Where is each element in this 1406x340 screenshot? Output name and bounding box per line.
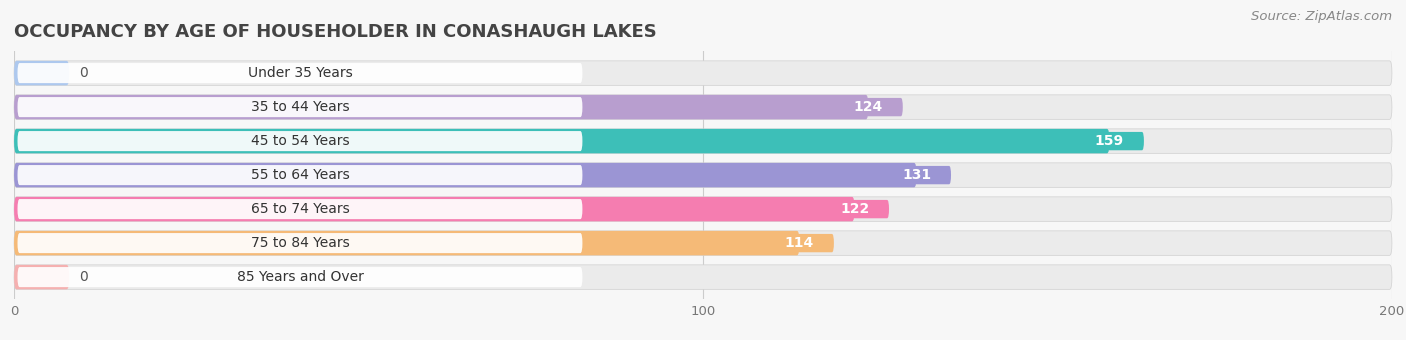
Text: 85 Years and Over: 85 Years and Over — [236, 270, 363, 284]
FancyBboxPatch shape — [14, 231, 800, 255]
Text: 75 to 84 Years: 75 to 84 Years — [250, 236, 349, 250]
FancyBboxPatch shape — [17, 199, 582, 219]
FancyBboxPatch shape — [14, 129, 1109, 153]
FancyBboxPatch shape — [14, 163, 917, 187]
FancyBboxPatch shape — [17, 165, 582, 185]
FancyBboxPatch shape — [17, 131, 582, 151]
Text: 35 to 44 Years: 35 to 44 Years — [250, 100, 349, 114]
FancyBboxPatch shape — [1076, 132, 1144, 150]
Text: Source: ZipAtlas.com: Source: ZipAtlas.com — [1251, 10, 1392, 23]
FancyBboxPatch shape — [14, 95, 1392, 119]
Text: 45 to 54 Years: 45 to 54 Years — [250, 134, 349, 148]
Text: 114: 114 — [785, 236, 814, 250]
FancyBboxPatch shape — [17, 233, 582, 253]
Text: 0: 0 — [80, 66, 89, 80]
FancyBboxPatch shape — [14, 265, 1392, 289]
Text: Under 35 Years: Under 35 Years — [247, 66, 353, 80]
FancyBboxPatch shape — [765, 234, 834, 252]
Text: 55 to 64 Years: 55 to 64 Years — [250, 168, 349, 182]
Text: 131: 131 — [903, 168, 931, 182]
FancyBboxPatch shape — [14, 231, 1392, 255]
FancyBboxPatch shape — [14, 61, 1392, 85]
FancyBboxPatch shape — [14, 129, 1392, 153]
FancyBboxPatch shape — [14, 163, 1392, 187]
FancyBboxPatch shape — [882, 166, 950, 184]
Text: 122: 122 — [839, 202, 869, 216]
Text: 65 to 74 Years: 65 to 74 Years — [250, 202, 349, 216]
FancyBboxPatch shape — [14, 61, 69, 85]
FancyBboxPatch shape — [14, 265, 69, 289]
Text: 0: 0 — [80, 270, 89, 284]
FancyBboxPatch shape — [14, 95, 869, 119]
Text: OCCUPANCY BY AGE OF HOUSEHOLDER IN CONASHAUGH LAKES: OCCUPANCY BY AGE OF HOUSEHOLDER IN CONAS… — [14, 23, 657, 41]
FancyBboxPatch shape — [14, 197, 855, 221]
FancyBboxPatch shape — [14, 197, 1392, 221]
FancyBboxPatch shape — [17, 267, 582, 287]
FancyBboxPatch shape — [820, 200, 889, 218]
Text: 159: 159 — [1095, 134, 1123, 148]
FancyBboxPatch shape — [834, 98, 903, 116]
FancyBboxPatch shape — [17, 63, 582, 83]
Text: 124: 124 — [853, 100, 883, 114]
FancyBboxPatch shape — [17, 97, 582, 117]
